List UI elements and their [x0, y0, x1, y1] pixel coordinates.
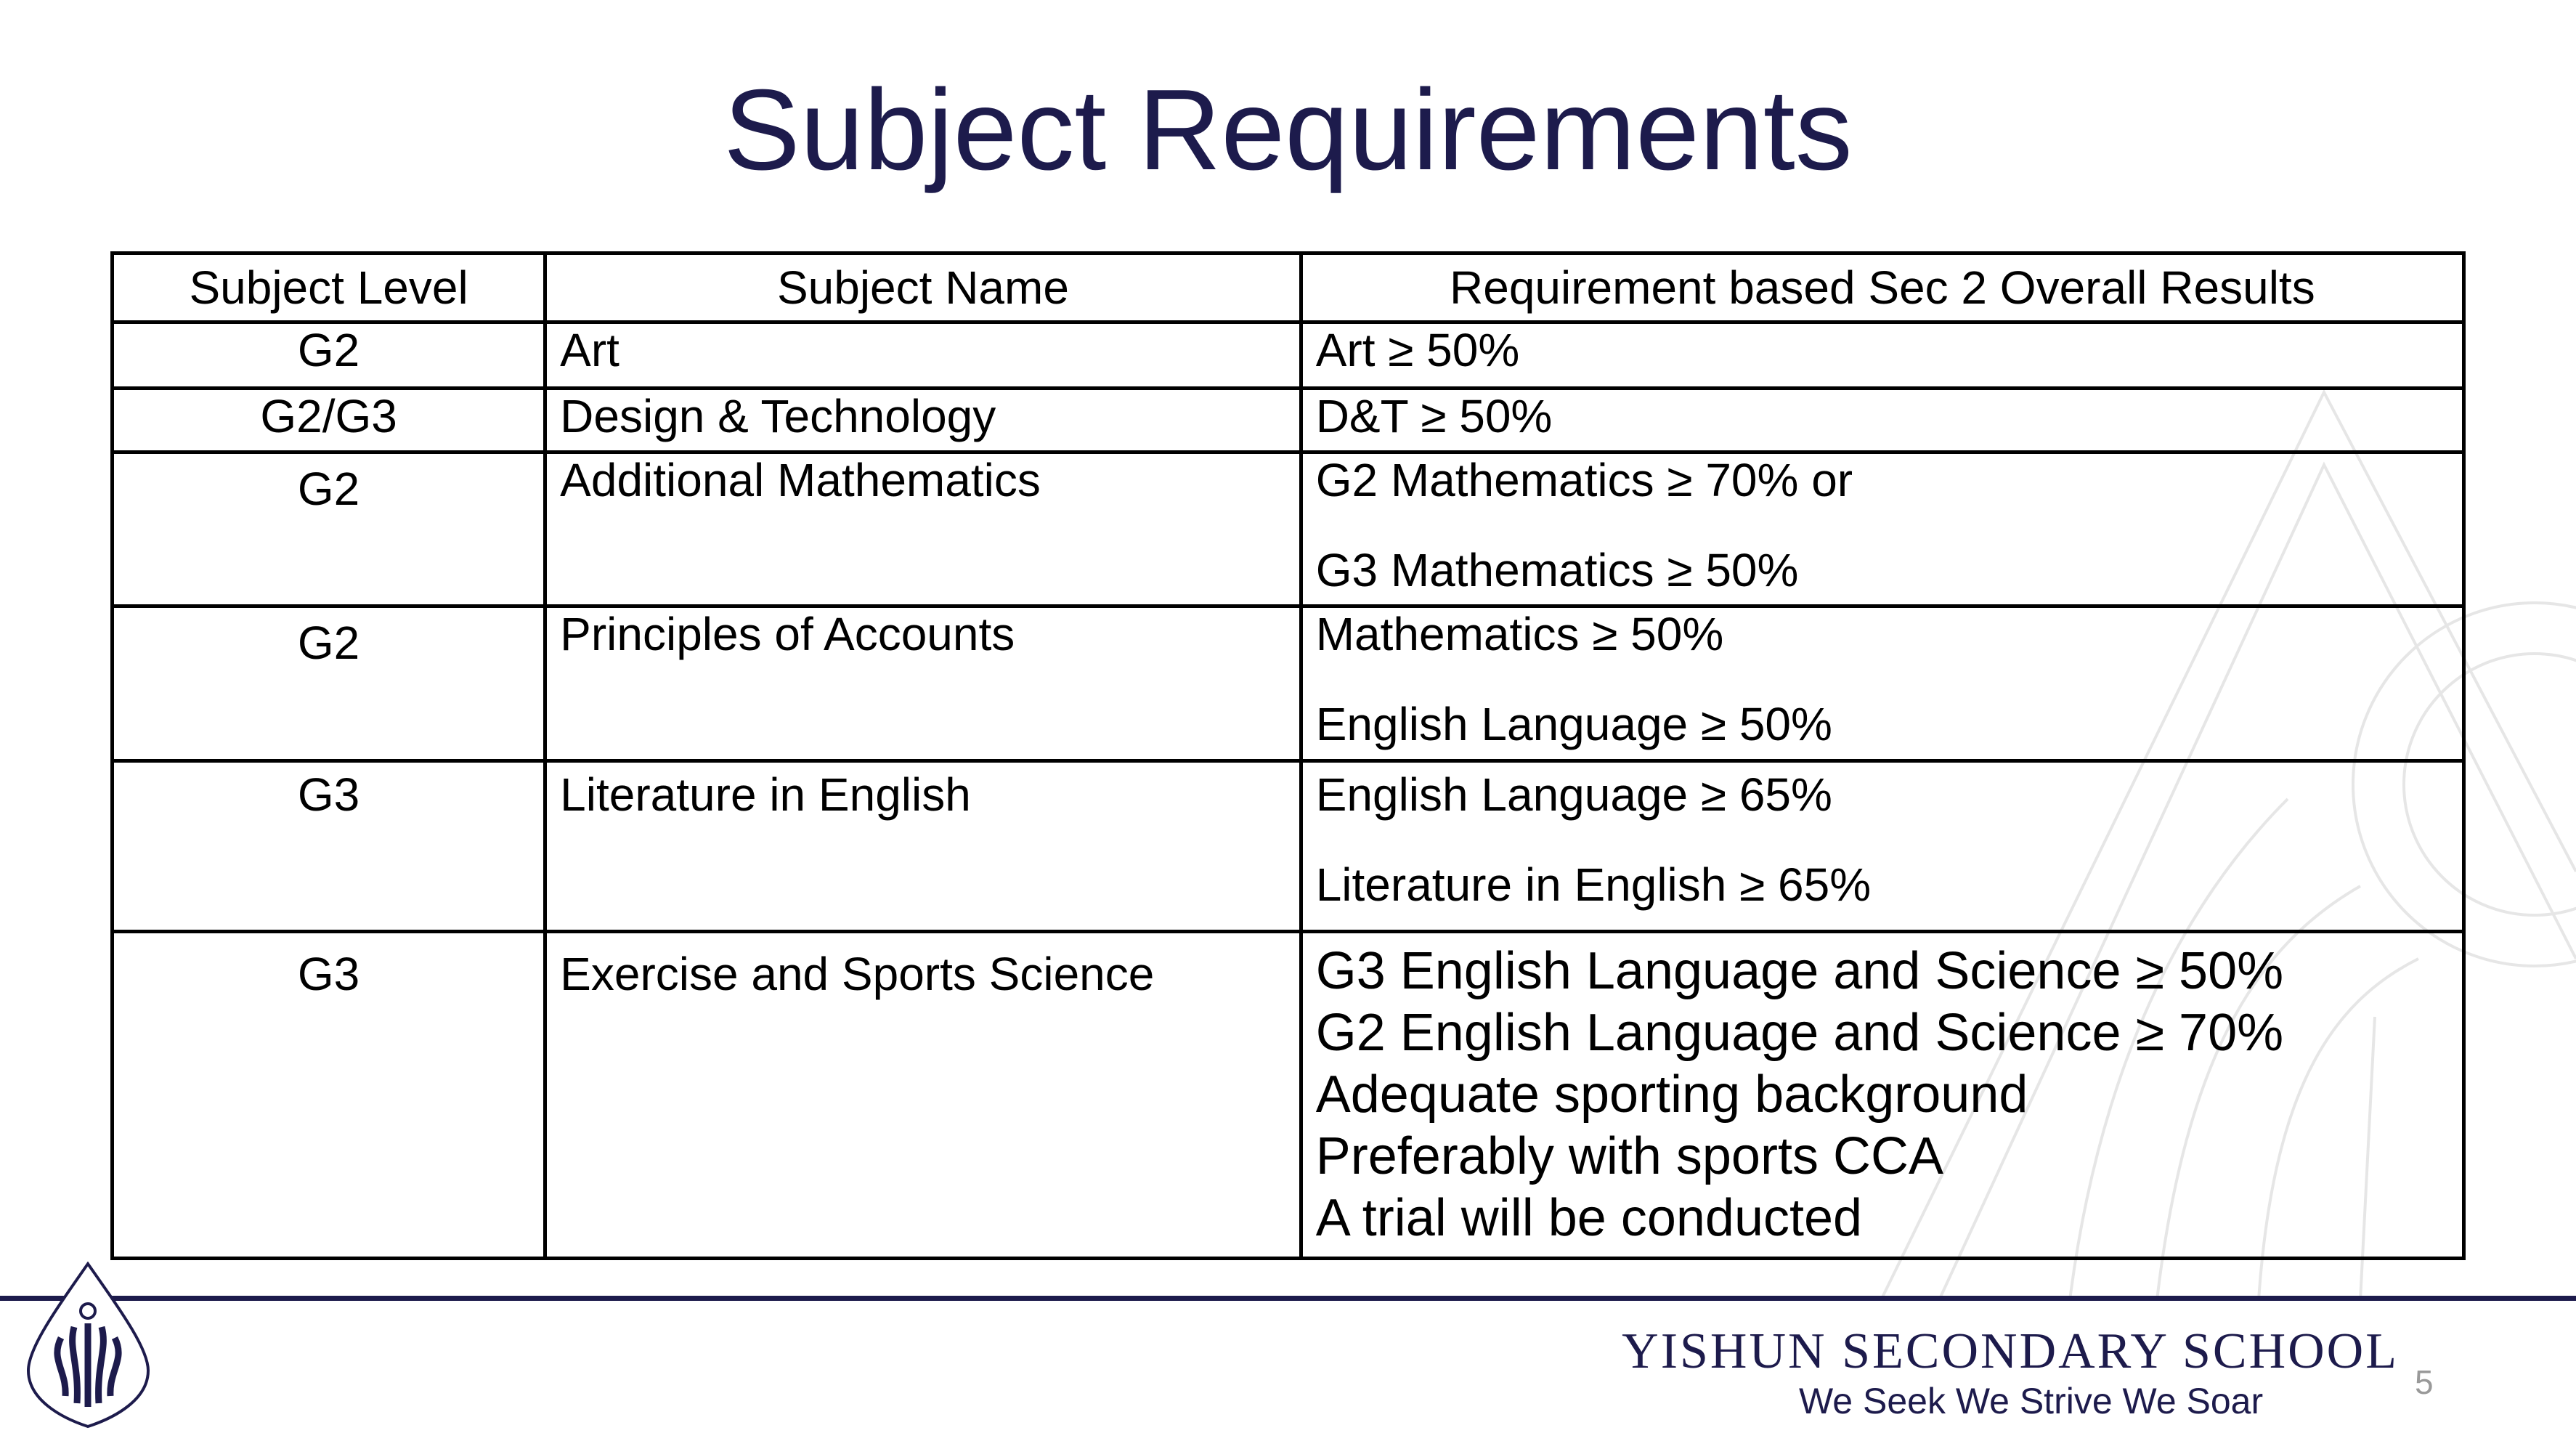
- cell-level: G3: [110, 759, 548, 933]
- cell-level: G2: [110, 320, 548, 390]
- cell-level: G2: [110, 450, 548, 608]
- table-row: G3 Exercise and Sports Science G3 Englis…: [110, 930, 2466, 1260]
- school-crest-icon: [26, 1262, 150, 1429]
- requirement-line: G2 English Language and Science ≥ 70%: [1315, 1003, 2284, 1062]
- requirement-line: English Language ≥ 65%: [1315, 768, 1832, 821]
- requirement-line: English Language ≥ 50%: [1315, 697, 1832, 750]
- table-row: G2 Principles of Accounts Mathematics ≥ …: [110, 604, 2466, 763]
- requirement-line: Mathematics ≥ 50%: [1315, 608, 1724, 660]
- cell-requirement: G3 English Language and Science ≥ 50% G2…: [1299, 930, 2466, 1260]
- header-requirement: Requirement based Sec 2 Overall Results: [1299, 251, 2466, 324]
- table-row: G3 Literature in English English Languag…: [110, 759, 2466, 933]
- requirement-line: G3 English Language and Science ≥ 50%: [1315, 942, 2284, 1000]
- cell-level: G2: [110, 604, 548, 763]
- cell-subject: Additional Mathematics: [543, 450, 1303, 608]
- cell-requirement: Art ≥ 50%: [1299, 320, 2466, 390]
- cell-requirement: G2 Mathematics ≥ 70% or G3 Mathematics ≥ …: [1299, 450, 2466, 608]
- cell-requirement: Mathematics ≥ 50% English Language ≥ 50%: [1299, 604, 2466, 763]
- cell-subject: Literature in English: [543, 759, 1303, 933]
- table-row: G2/G3 Design & Technology D&T ≥ 50%: [110, 386, 2466, 454]
- requirement-line: Adequate sporting background: [1315, 1065, 2028, 1124]
- school-name: YISHUN SECONDARY SCHOOL: [1622, 1323, 2399, 1379]
- cell-subject: Principles of Accounts: [543, 604, 1303, 763]
- cell-subject: Art: [543, 320, 1303, 390]
- page-number: 5: [2415, 1363, 2434, 1401]
- requirement-line: Preferably with sports CCA: [1315, 1127, 1943, 1185]
- subject-requirements-table: Subject Level Subject Name Requirement b…: [110, 251, 2466, 1260]
- table-row: G2 Art Art ≥ 50%: [110, 320, 2466, 390]
- requirement-line: Literature in English ≥ 65%: [1315, 858, 1872, 911]
- cell-subject: Exercise and Sports Science: [543, 930, 1303, 1260]
- cell-requirement: English Language ≥ 65% Literature in Engl…: [1299, 759, 2466, 933]
- requirement-line: D&T ≥ 50%: [1315, 390, 1553, 442]
- cell-requirement: D&T ≥ 50%: [1299, 386, 2466, 454]
- page-title: Subject Requirements: [723, 66, 1853, 194]
- cell-level: G3: [110, 930, 548, 1260]
- header-subject-name: Subject Name: [543, 251, 1303, 324]
- requirement-line: G3 Mathematics ≥ 50%: [1315, 543, 1799, 596]
- cell-subject: Design & Technology: [543, 386, 1303, 454]
- requirement-line: A trial will be conducted: [1315, 1188, 1863, 1247]
- requirement-line: Art ≥ 50%: [1315, 324, 1520, 376]
- requirement-line: G2 Mathematics ≥ 70% or: [1315, 454, 1853, 506]
- header-subject-level: Subject Level: [110, 251, 548, 324]
- table-header-row: Subject Level Subject Name Requirement b…: [110, 251, 2466, 324]
- school-tagline: We Seek We Strive We Soar: [1799, 1381, 2264, 1421]
- footer-divider: [0, 1296, 2576, 1301]
- table-row: G2 Additional Mathematics G2 Mathematics…: [110, 450, 2466, 608]
- cell-level: G2/G3: [110, 386, 548, 454]
